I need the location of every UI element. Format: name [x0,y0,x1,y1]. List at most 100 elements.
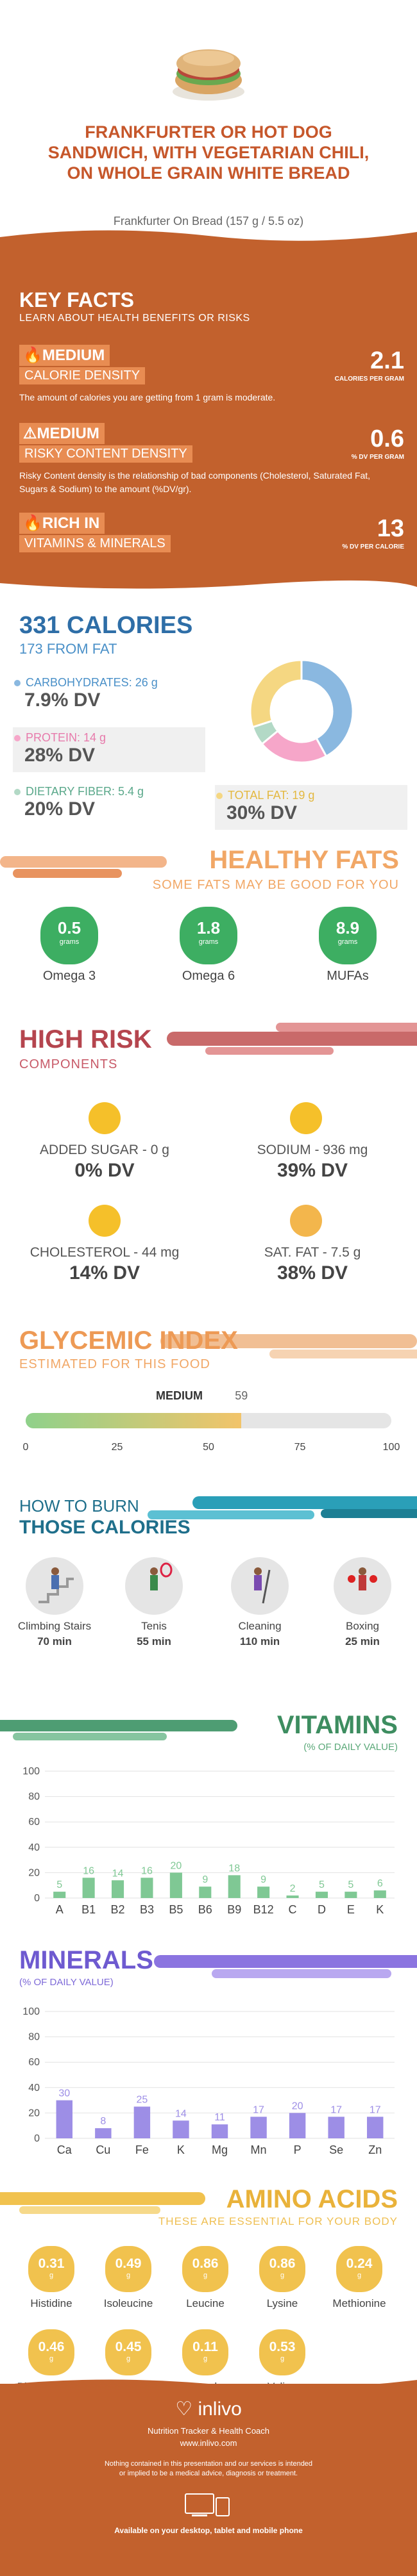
decorative-stripes [0,1720,237,1740]
activity-climbing-stairs: Climbing Stairs 70 min [13,1557,96,1648]
brand-url[interactable]: www.inlivo.com [180,2438,237,2448]
minerals-title: MINERALS [19,1946,153,1974]
y-tick-label: 40 [28,1842,40,1853]
key-fact-calorie-density: 🔥MEDIUM CALORIE DENSITY 2.1 CALORIES PER… [19,345,404,404]
tennis-icon [125,1557,183,1615]
y-tick-label: 0 [34,1893,40,1904]
bar-B6 [199,1887,212,1898]
serving-size: Frankfurter On Bread (157 g / 5.5 oz) [113,215,304,227]
available-note: Available on your desktop, tablet and mo… [114,2526,303,2535]
bar-value-label: 16 [83,1865,94,1876]
amino-badge: 0.86 g [182,2246,228,2292]
key-fact-unit: CALORIES PER GRAM [334,376,404,383]
x-tick-label: Fe [135,2143,149,2156]
glycemic-tick-label: 100 [382,1442,400,1453]
bar-Mn [250,2117,267,2138]
key-fact-value: 13 [377,515,404,542]
bar-B1 [82,1878,95,1898]
key-fact-value: 2.1 [370,347,404,374]
activity-cleaning: Cleaning 110 min [218,1557,302,1648]
bar-value-label: 16 [141,1865,153,1876]
x-tick-label: Se [329,2143,343,2156]
smiley-face-icon [89,1205,121,1237]
macro-donut-chart [249,659,354,764]
calories-from-fat: 173 FROM FAT [19,641,117,657]
key-fact-label: RISKY CONTENT DENSITY [19,445,192,463]
vitamins-subtitle: (% OF DAILY VALUE) [303,1742,398,1753]
x-tick-label: P [294,2143,302,2156]
bar-value-label: 17 [330,2104,342,2115]
flame-icon: 🔥 [23,347,42,364]
key-fact-unit: % DV PER GRAM [351,454,404,461]
bar-Ca [56,2100,72,2138]
bar-A [53,1892,66,1898]
amino-badge: 0.53 g [259,2329,305,2375]
bar-value-label: 5 [56,1879,62,1890]
bar-Se [328,2117,345,2138]
bar-value-label: 17 [253,2104,264,2115]
happy-face-icon [89,1102,121,1134]
brand-tagline: Nutrition Tracker & Health Coach [147,2426,270,2436]
amino-name: Leucine [186,2297,225,2309]
y-tick-label: 0 [34,2133,40,2144]
bar-E [345,1892,357,1898]
amino-isoleucine: 0.49 g Isoleucine [90,2246,167,2310]
vitamins-bar-chart: 0 20 40 60 80 100 5 A 16 B1 14 B2 16 B3 20 B5 9 B6 18 B9 9 B1… [22,1766,395,1916]
y-tick-label: 20 [28,1867,40,1878]
bar-P [289,2113,306,2138]
stairs-icon [26,1557,83,1615]
healthy-fats-section: HEALTHY FATS SOME FATS MAY BE GOOD FOR Y… [0,846,417,1006]
bar-value-label: 20 [292,2101,303,2111]
sat-fat-label: SAT. FAT - 7.5 g [264,1245,361,1260]
y-tick-label: 40 [28,2083,40,2093]
bar-D [315,1892,328,1898]
x-tick-label: B2 [111,1903,125,1916]
bar-value-label: 18 [228,1863,240,1874]
vitamins-section: VITAMINS (% OF DAILY VALUE) 0 20 40 60 80 100… [0,1698,417,1938]
bar-B5 [169,1872,182,1898]
x-tick-label: A [56,1903,64,1916]
glycemic-scale [26,1413,391,1428]
key-fact-vitamins-minerals: 🔥RICH IN VITAMINS & MINERALS 13 % DV PER… [19,513,404,552]
amino-badge: 0.31 g [28,2246,74,2292]
amino-badge: 0.86 g [259,2246,305,2292]
amino-name: Histidine [30,2297,72,2309]
x-tick-label: B1 [81,1903,96,1916]
added-sugar-label: ADDED SUGAR - 0 g [40,1143,169,1157]
bar-value-label: 17 [370,2104,381,2115]
glycemic-tick-label: 75 [294,1442,306,1453]
footer: ♡ inlivo Nutrition Tracker & Health Coac… [0,2379,417,2576]
amino-badge: 0.49 g [105,2246,151,2292]
glycemic-fill [26,1413,242,1428]
bar-Mg [211,2124,228,2138]
protein-dot-icon [14,735,21,741]
bar-B3 [140,1878,153,1898]
glycemic-tick-label: 0 [22,1442,29,1453]
glycemic-value: 59 [235,1389,248,1402]
key-facts-title: KEY FACTS [19,288,134,311]
glycemic-tick-label: 25 [111,1442,123,1453]
bar-K [373,1890,386,1898]
bar-Cu [95,2128,112,2138]
header: FRANKFURTER OR HOT DOG SANDWICH, WITH VE… [0,0,417,245]
bar-value-label: 6 [377,1878,383,1889]
high-risk-subtitle: COMPONENTS [19,1057,118,1071]
glycemic-level: MEDIUM [156,1389,203,1402]
mufa-badge: 8.9 grams [319,907,377,964]
bar-value-label: 2 [290,1883,296,1894]
smiley-face-icon [290,1205,322,1237]
bar-Fe [133,2106,151,2138]
y-tick-label: 60 [28,2057,40,2068]
wave-divider [0,230,417,245]
burn-calories-section: HOW TO BURN THOSE CALORIES Climbing Stai… [0,1471,417,1698]
donut-slice-fat [249,659,303,729]
activity-tenis: Tenis 55 min [112,1557,196,1648]
x-tick-label: E [347,1903,355,1916]
key-facts-subtitle: LEARN ABOUT HEALTH BENEFITS OR RISKS [19,313,250,324]
minerals-section: MINERALS (% OF DAILY VALUE) 0 20 40 60 80 100… [0,1938,417,2182]
key-fact-level: 🔥MEDIUM [19,345,110,366]
amino-badge: 0.46 g [28,2329,74,2375]
cleaning-icon [231,1557,289,1615]
minerals-subtitle: (% OF DAILY VALUE) [19,1977,114,1988]
bar-value-label: 9 [202,1874,208,1885]
